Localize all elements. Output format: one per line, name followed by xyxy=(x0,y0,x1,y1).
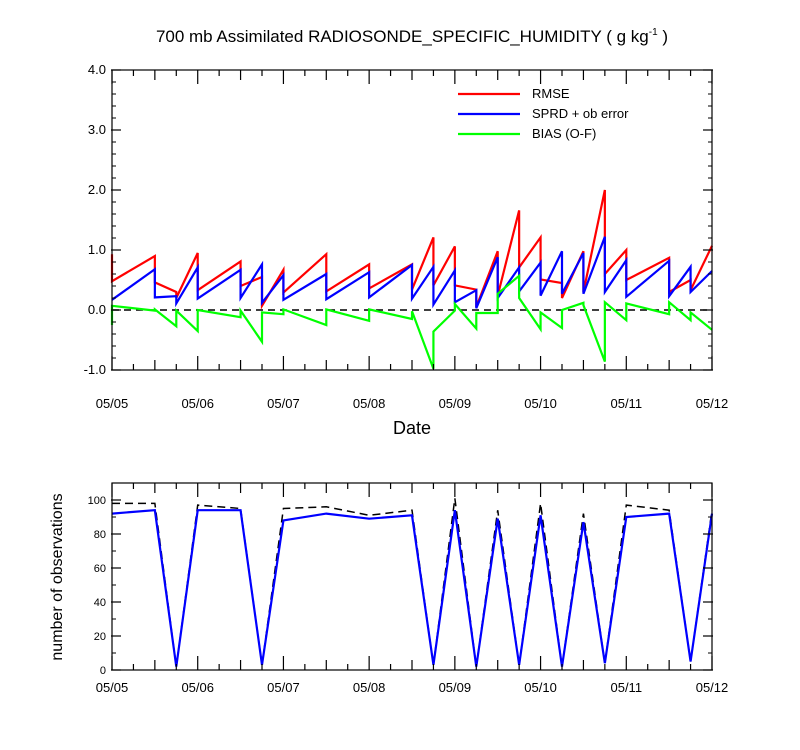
top-chart: 700 mb Assimilated RADIOSONDE_SPECIFIC_H… xyxy=(84,27,729,438)
y-tick-label: 20 xyxy=(94,631,106,643)
series-line-bias-o-f xyxy=(110,273,713,370)
y-axis-label-observations: number of observations xyxy=(49,493,66,660)
y-tick-label: 60 xyxy=(94,563,106,575)
legend-label: BIAS (O-F) xyxy=(532,126,596,141)
x-tick-label: 05/11 xyxy=(610,396,642,411)
y-tick-label: 0 xyxy=(100,665,106,677)
y-tick-label: 80 xyxy=(94,529,106,541)
y-tick-label: 1.0 xyxy=(88,242,106,257)
x-tick-label: 05/07 xyxy=(267,396,300,411)
x-tick-label: 05/08 xyxy=(353,396,386,411)
x-axis-label: Date xyxy=(393,418,431,438)
legend-label: SPRD + ob error xyxy=(532,106,629,121)
x-tick-label: 05/08 xyxy=(353,680,386,695)
series-line-assimilated-observations xyxy=(111,509,714,667)
x-tick-label: 05/06 xyxy=(181,396,214,411)
legend-label: RMSE xyxy=(532,86,570,101)
chart-title: 700 mb Assimilated RADIOSONDE_SPECIFIC_H… xyxy=(156,27,668,46)
x-tick-label: 05/05 xyxy=(96,680,129,695)
y-tick-label: 0.0 xyxy=(88,302,106,317)
x-tick-label: 05/10 xyxy=(524,680,557,695)
y-tick-label: 100 xyxy=(88,495,106,507)
bottom-chart: 0 20 40 60 80 100 05/05 05/06 05/07 05/08 05/09 05/… xyxy=(49,482,729,695)
y-tick-label: -1.0 xyxy=(84,362,106,377)
y-tick-label: 3.0 xyxy=(88,122,106,137)
x-tick-label: 05/12 xyxy=(696,680,729,695)
y-tick-label: 4.0 xyxy=(88,62,106,77)
y-tick-label: 40 xyxy=(94,597,106,609)
x-tick-label: 05/07 xyxy=(267,680,300,695)
x-tick-label: 05/09 xyxy=(439,680,472,695)
x-tick-label: 05/10 xyxy=(524,396,557,411)
x-tick-label: 05/06 xyxy=(181,680,214,695)
x-tick-label: 05/12 xyxy=(696,396,729,411)
series-line-possible-observations xyxy=(112,498,713,667)
series-line-sprd-ob-error xyxy=(111,236,713,309)
x-tick-label: 05/09 xyxy=(439,396,472,411)
x-tick-label: 05/11 xyxy=(610,680,642,695)
x-tick-label: 05/05 xyxy=(96,396,129,411)
y-tick-label: 2.0 xyxy=(88,182,106,197)
